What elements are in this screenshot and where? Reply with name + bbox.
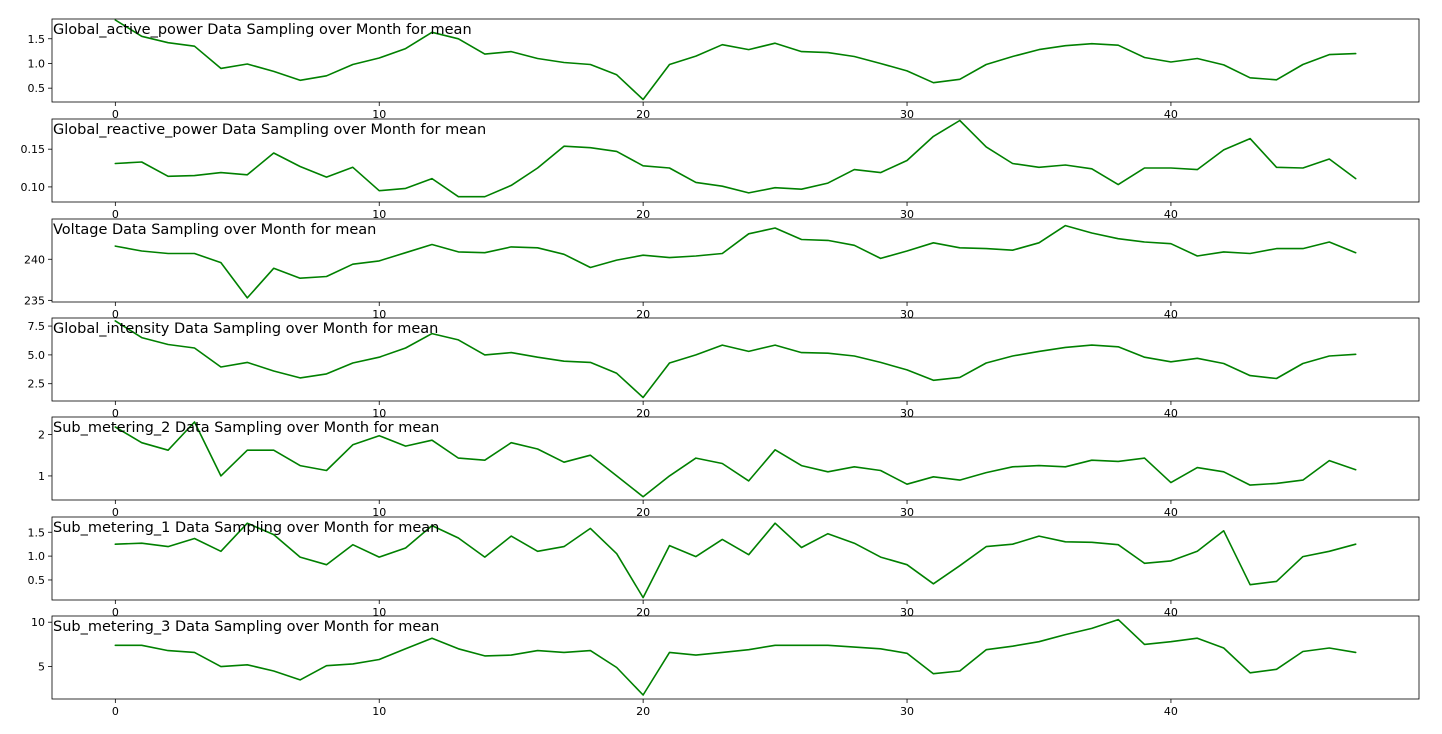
panel-title: Voltage Data Sampling over Month for mea… (53, 222, 376, 238)
series-line (114, 19, 1357, 101)
x-tick-label: 20 (636, 606, 650, 619)
x-tick-label: 30 (900, 308, 914, 321)
x-tick-label: 30 (900, 705, 914, 718)
x-tick-label: 20 (636, 407, 650, 420)
series-line (114, 224, 1357, 299)
axes-frame (51, 416, 1420, 501)
x-tick-label: 40 (1164, 208, 1178, 221)
y-tick-label: 0.5 (28, 82, 46, 95)
x-tick-label: 0 (112, 606, 119, 619)
y-tick-label: 2.5 (28, 378, 46, 391)
x-tick-label: 10 (372, 705, 386, 718)
x-tick-label: 10 (372, 606, 386, 619)
panel-title: Global_intensity Data Sampling over Mont… (53, 321, 438, 337)
panel-3: 0 10 20 30 40 235 240 Voltage Data Sampling ove… (24, 218, 1420, 321)
x-tick-label: 0 (112, 506, 119, 519)
axes-frame (51, 615, 1420, 700)
x-tick-label: 0 (112, 108, 119, 121)
y-tick-label: 0.15 (21, 143, 46, 156)
x-tick-label: 30 (900, 208, 914, 221)
x-tick-label: 40 (1164, 705, 1178, 718)
panel-5: 0 10 20 30 40 1 2 Sub_metering_2 Data Sampling … (38, 416, 1420, 519)
x-tick-label: 40 (1164, 606, 1178, 619)
x-tick-label: 30 (900, 108, 914, 121)
axes-frame (51, 218, 1420, 303)
x-tick-label: 10 (372, 506, 386, 519)
x-tick-label: 10 (372, 208, 386, 221)
axes-frame (51, 118, 1420, 203)
axes-frame (51, 516, 1420, 601)
y-tick-label: 1.5 (28, 33, 46, 46)
series-line (114, 320, 1357, 399)
y-tick-label: 0.10 (21, 181, 46, 194)
axes-frame (51, 317, 1420, 402)
x-tick-label: 40 (1164, 407, 1178, 420)
x-tick-label: 40 (1164, 108, 1178, 121)
panel-6: 0 10 20 30 40 0.5 1.0 1.5 Sub_metering_1 Data Sa… (28, 516, 1420, 619)
x-tick-label: 40 (1164, 506, 1178, 519)
x-tick-label: 10 (372, 308, 386, 321)
x-tick-label: 20 (636, 308, 650, 321)
y-tick-label: 5.0 (28, 349, 46, 362)
panel-title: Global_reactive_power Data Sampling over… (53, 122, 486, 138)
series-line (114, 421, 1357, 498)
y-tick-label: 1.0 (28, 57, 46, 70)
x-tick-label: 20 (636, 506, 650, 519)
x-tick-label: 20 (636, 108, 650, 121)
series-line (114, 522, 1357, 599)
x-tick-label: 10 (372, 407, 386, 420)
series-line (114, 119, 1357, 198)
panel-4: 0 10 20 30 40 2.5 5.0 7.5 Global_intensity Data … (28, 317, 1420, 420)
y-tick-label: 5 (38, 661, 45, 674)
x-tick-label: 40 (1164, 308, 1178, 321)
panel-title: Global_active_power Data Sampling over M… (53, 22, 472, 38)
y-tick-label: 1.0 (28, 550, 46, 563)
x-tick-label: 0 (112, 308, 119, 321)
y-tick-label: 240 (24, 253, 45, 266)
x-tick-label: 20 (636, 208, 650, 221)
panel-2: 0 10 20 30 40 0.10 0.15 Global_reactive_power D… (21, 118, 1420, 221)
panel-title: Sub_metering_1 Data Sampling over Month … (53, 520, 439, 536)
x-tick-label: 10 (372, 108, 386, 121)
x-tick-label: 20 (636, 705, 650, 718)
y-tick-label: 0.5 (28, 574, 46, 587)
x-tick-label: 0 (112, 208, 119, 221)
y-tick-label: 7.5 (28, 320, 46, 333)
panel-title: Sub_metering_2 Data Sampling over Month … (53, 420, 439, 436)
y-tick-label: 1 (38, 470, 45, 483)
series-line (114, 618, 1357, 696)
axes-frame (51, 18, 1420, 103)
x-tick-label: 30 (900, 407, 914, 420)
panel-title: Sub_metering_3 Data Sampling over Month … (53, 619, 439, 635)
y-tick-label: 235 (24, 294, 45, 307)
panel-1: 0 10 20 30 40 0.5 1.0 1.5 Global_active_power Da… (28, 18, 1420, 121)
y-tick-label: 1.5 (28, 526, 46, 539)
x-tick-label: 0 (112, 705, 119, 718)
x-tick-label: 0 (112, 407, 119, 420)
panel-7: 0 10 20 30 40 5 10 Sub_metering_3 Data Sampling… (31, 615, 1420, 718)
x-tick-label: 30 (900, 506, 914, 519)
x-tick-label: 30 (900, 606, 914, 619)
y-tick-label: 2 (38, 428, 45, 441)
y-tick-label: 10 (31, 616, 45, 629)
